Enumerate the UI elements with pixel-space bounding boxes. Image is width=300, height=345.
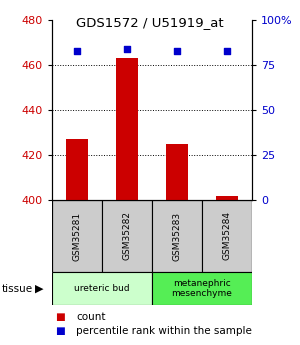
Text: percentile rank within the sample: percentile rank within the sample xyxy=(76,326,252,336)
Bar xyxy=(52,272,152,305)
Bar xyxy=(152,272,252,305)
Text: GSM35281: GSM35281 xyxy=(73,211,82,260)
Bar xyxy=(66,139,88,200)
Text: GSM35284: GSM35284 xyxy=(223,211,232,260)
Text: ■: ■ xyxy=(55,312,65,322)
Text: ureteric bud: ureteric bud xyxy=(74,284,130,293)
Bar xyxy=(216,196,238,200)
Bar xyxy=(152,200,202,272)
Bar xyxy=(116,58,138,200)
Point xyxy=(175,48,179,53)
Bar xyxy=(52,200,102,272)
Text: count: count xyxy=(76,312,106,322)
Text: ▶: ▶ xyxy=(34,284,43,294)
Bar xyxy=(166,144,188,200)
Text: GSM35282: GSM35282 xyxy=(122,211,131,260)
Bar xyxy=(102,200,152,272)
Point xyxy=(225,48,230,53)
Point xyxy=(124,46,129,51)
Text: metanephric
mesenchyme: metanephric mesenchyme xyxy=(172,279,232,298)
Text: GSM35283: GSM35283 xyxy=(172,211,182,260)
Text: GDS1572 / U51919_at: GDS1572 / U51919_at xyxy=(76,16,224,29)
Text: ■: ■ xyxy=(55,326,65,336)
Text: tissue: tissue xyxy=(2,284,33,294)
Bar xyxy=(202,200,252,272)
Point xyxy=(75,48,80,53)
